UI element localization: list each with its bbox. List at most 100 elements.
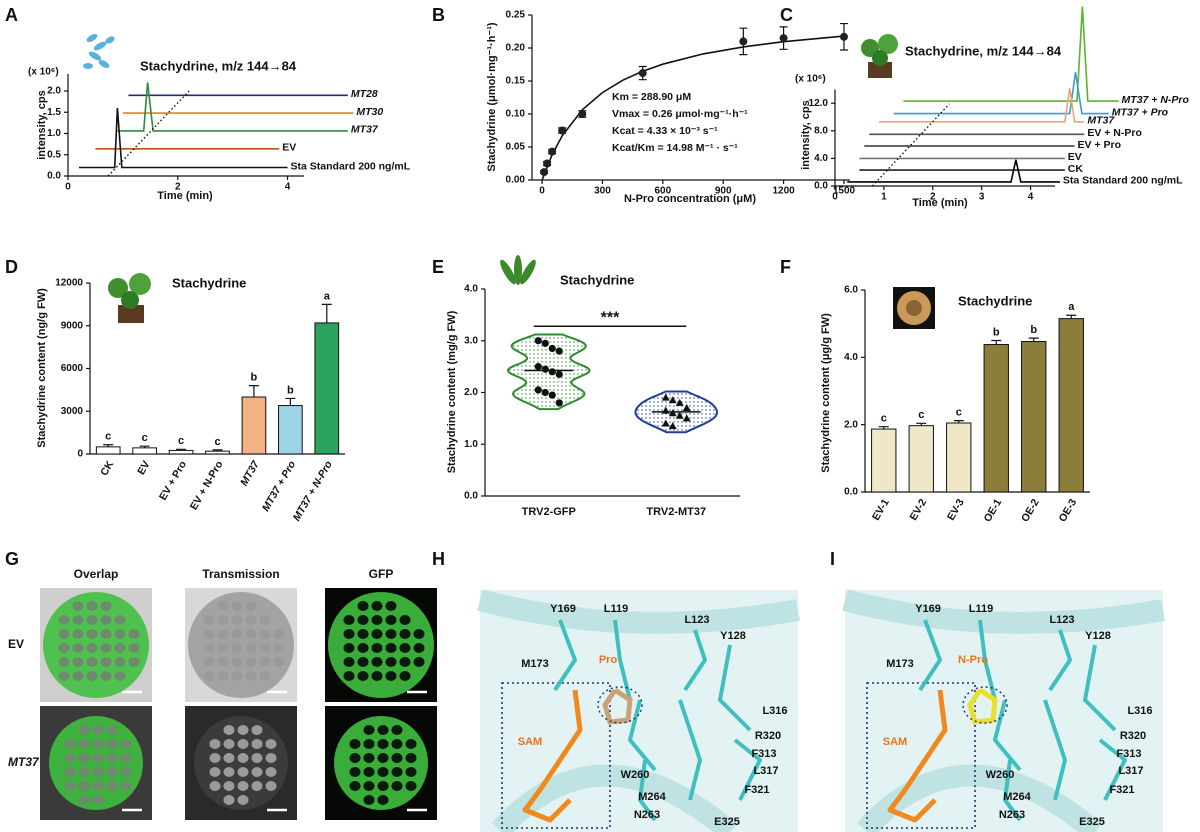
cell xyxy=(209,753,221,763)
x-tick-label: EV xyxy=(135,459,152,477)
cell xyxy=(231,615,243,625)
significance-letter: c xyxy=(105,431,111,443)
cell xyxy=(58,615,70,625)
residue-label: N263 xyxy=(999,809,1025,821)
cell xyxy=(203,657,215,667)
significance-letter: b xyxy=(993,326,1000,338)
x-tick-label: EV-3 xyxy=(945,497,967,523)
x-tick-label: EV + N-Pro xyxy=(188,459,226,512)
x-tick-label: 300 xyxy=(594,186,611,197)
x-tick-label: 2 xyxy=(930,192,936,203)
cell xyxy=(413,643,425,653)
trace-label: MT37 xyxy=(351,124,379,136)
cell xyxy=(343,643,355,653)
panel-letter: A xyxy=(5,5,18,25)
cell xyxy=(92,795,104,805)
residue-stick xyxy=(993,699,1022,772)
y-tick-label: 9000 xyxy=(61,320,84,331)
cell xyxy=(231,601,243,611)
row-title: EV xyxy=(8,637,24,651)
cell xyxy=(385,615,397,625)
point xyxy=(555,399,563,407)
cell xyxy=(363,725,375,735)
point xyxy=(839,32,848,41)
y-tick-label: 0.0 xyxy=(47,171,61,182)
cell xyxy=(343,657,355,667)
point xyxy=(668,396,677,404)
cell xyxy=(78,739,90,749)
y-tick-label: 2.0 xyxy=(47,86,61,97)
y-tick-label: 2.0 xyxy=(464,387,478,398)
bar xyxy=(168,449,194,455)
cell xyxy=(405,767,417,777)
x-axis-label: N-Pro concentration (μM) xyxy=(624,193,756,205)
cell xyxy=(385,629,397,639)
y-tick-label: 0.10 xyxy=(506,109,526,120)
cell xyxy=(377,725,389,735)
residue-stick xyxy=(683,629,707,692)
cell xyxy=(391,781,403,791)
bar xyxy=(1021,341,1047,493)
y-tick-label: 2.0 xyxy=(844,419,858,430)
cell xyxy=(273,643,285,653)
point xyxy=(541,365,549,373)
y-axis-label: Stachydrine (μmol·mg⁻¹·h⁻¹) xyxy=(486,22,498,171)
plant-icon xyxy=(108,273,151,323)
residue-label: E325 xyxy=(1079,816,1105,828)
trace xyxy=(879,87,1085,123)
significance-letter: a xyxy=(1068,301,1075,313)
x-tick-label: MT37 xyxy=(238,458,262,488)
annotation: Vmax = 0.26 μmol·mg⁻¹·h⁻¹ xyxy=(612,108,748,120)
cell xyxy=(385,657,397,667)
panel-letter: E xyxy=(432,257,444,277)
cell xyxy=(64,767,76,777)
residue-stick xyxy=(1043,699,1067,801)
cell xyxy=(237,753,249,763)
residue-label: E325 xyxy=(714,816,740,828)
point xyxy=(779,34,788,43)
trace-label: EV xyxy=(282,142,296,154)
cell xyxy=(237,767,249,777)
x-tick-label: 0 xyxy=(832,192,838,203)
y-tick-label: 1.0 xyxy=(47,128,61,139)
cell xyxy=(391,739,403,749)
error-bar xyxy=(916,422,927,426)
trace xyxy=(79,107,288,169)
x-tick-label: MT37 + Pro xyxy=(260,458,299,513)
cell xyxy=(371,615,383,625)
cell xyxy=(217,671,229,681)
cell xyxy=(128,629,140,639)
bar xyxy=(132,447,157,455)
cell xyxy=(58,657,70,667)
cell xyxy=(92,725,104,735)
cell xyxy=(78,753,90,763)
residue-label: F313 xyxy=(1116,748,1141,760)
cell xyxy=(363,795,375,805)
cell xyxy=(120,739,132,749)
error-bar xyxy=(248,385,259,397)
panel-letter: C xyxy=(780,5,793,25)
cell xyxy=(265,767,277,777)
y-tick-label: 0.5 xyxy=(47,149,61,160)
cell xyxy=(349,739,361,749)
nest-icon xyxy=(893,287,935,329)
x-tick-label: OE-1 xyxy=(982,497,1005,524)
point xyxy=(534,363,542,371)
sam-box xyxy=(501,682,611,829)
bar xyxy=(871,428,897,493)
x-tick-label: TRV2-MT37 xyxy=(646,506,706,518)
cell xyxy=(363,767,375,777)
y-tick-label: 12.0 xyxy=(809,98,829,109)
residue-label: Y128 xyxy=(720,630,746,642)
trace-label: MT28 xyxy=(351,88,378,100)
cell xyxy=(237,739,249,749)
cell xyxy=(231,657,243,667)
cell xyxy=(363,753,375,763)
x-tick-label: CK xyxy=(98,459,116,478)
cell xyxy=(251,767,263,777)
cell xyxy=(217,601,229,611)
cell xyxy=(413,657,425,667)
cell xyxy=(72,671,84,681)
y-tick-label: 0.15 xyxy=(506,76,526,87)
cell xyxy=(251,725,263,735)
